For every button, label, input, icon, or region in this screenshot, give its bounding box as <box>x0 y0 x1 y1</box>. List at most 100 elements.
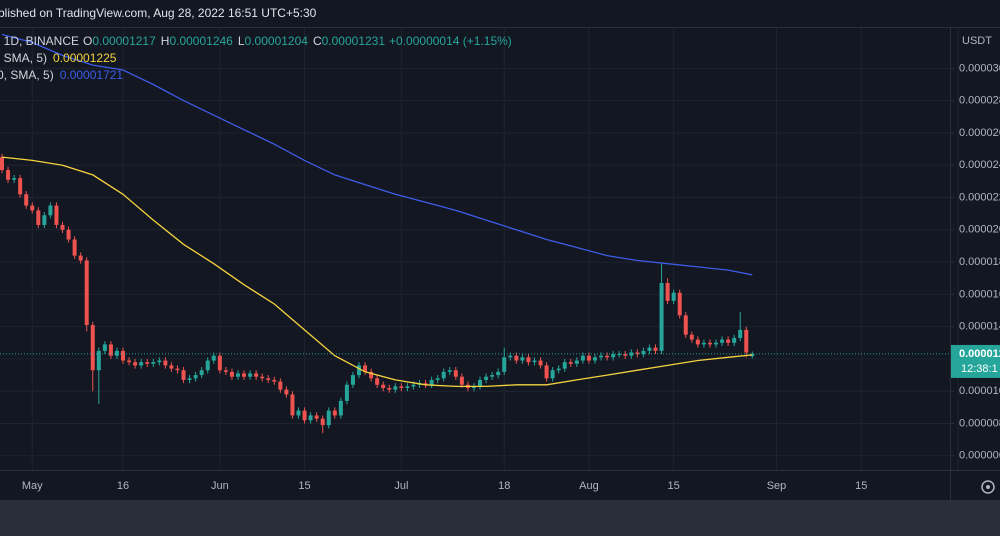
candle-body <box>671 292 676 301</box>
y-tick-label: 0.00000600 <box>959 450 1000 462</box>
y-tick-label: 0.00002000 <box>959 224 1000 236</box>
candle-body <box>514 355 519 361</box>
candle-body <box>357 365 362 376</box>
candle-body <box>60 224 65 230</box>
candle-body <box>96 350 101 371</box>
candle-body <box>544 365 549 379</box>
candle-body <box>677 292 682 316</box>
y-tick-label: 0.00000800 <box>959 417 1000 429</box>
x-tick-label: 15 <box>668 480 680 492</box>
candle-body <box>145 362 150 364</box>
candle-body <box>707 342 712 345</box>
candle-body <box>308 415 313 421</box>
candle-body <box>0 157 4 171</box>
candle-body <box>453 370 458 377</box>
candle-body <box>266 378 271 380</box>
legend-ma: , SMA, 5) 0.00001225 <box>0 51 117 65</box>
y-tick-label: 0.00001600 <box>959 288 1000 300</box>
legend-key: O <box>83 34 92 48</box>
candle-body <box>447 370 452 372</box>
candle-body <box>647 347 652 351</box>
y-tick-label: 0.00002600 <box>959 127 1000 139</box>
candle-body <box>102 344 107 351</box>
x-tick-label: Jun <box>211 480 229 492</box>
y-tick-label: 0.00002800 <box>959 95 1000 107</box>
candle-body <box>520 357 525 361</box>
x-tick-label: 18 <box>498 480 510 492</box>
candle-body <box>459 376 464 385</box>
x-tick-label: 15 <box>855 480 867 492</box>
candle-body <box>127 360 132 363</box>
candle-body <box>344 384 349 401</box>
candle-body <box>744 329 749 353</box>
candle-body <box>114 350 119 356</box>
candle-body <box>121 350 126 361</box>
x-tick-label: 16 <box>117 480 129 492</box>
y-tick-label: 0.00001000 <box>959 385 1000 397</box>
candle-body <box>393 386 398 390</box>
candle-body <box>471 386 476 388</box>
bottom-bar <box>0 500 1000 536</box>
candle-body <box>726 339 731 343</box>
candle-body <box>199 370 204 376</box>
x-tick-label: 15 <box>298 480 310 492</box>
candle-body <box>502 357 507 372</box>
candle-body <box>175 368 180 371</box>
x-tick-label: Oct <box>949 480 966 492</box>
candle-body <box>84 260 89 326</box>
candle-body <box>193 375 198 379</box>
published-note: blished on TradingView.com, Aug 28, 2022… <box>0 6 317 20</box>
candle-body <box>181 370 186 380</box>
candle-body <box>659 283 664 351</box>
settings-icon[interactable] <box>981 480 995 494</box>
legend-key: L <box>238 34 245 48</box>
candle-body <box>242 373 247 377</box>
legend-ma: 0, SMA, 5) 0.00001721 <box>0 68 123 82</box>
candle-body <box>363 365 368 372</box>
candle-body <box>689 334 694 340</box>
candle-body <box>435 378 440 380</box>
candle-body <box>665 283 670 301</box>
legend-value: 0.00001231 <box>322 34 386 48</box>
candle-body <box>78 255 83 261</box>
legend-change: +0.00000014 (+1.15%) <box>389 34 512 48</box>
candle-body <box>211 355 216 361</box>
candle-body <box>683 315 688 335</box>
y-tick-label: 0.00003000 <box>959 62 1000 74</box>
candle-body <box>399 386 404 388</box>
candle-body <box>326 410 331 426</box>
candle-body <box>157 360 162 363</box>
candle-body <box>169 365 174 369</box>
moving-average-line <box>1 33 753 276</box>
candle-body <box>30 205 35 211</box>
candle-body <box>108 344 113 356</box>
candle-body <box>568 362 573 364</box>
candle-body <box>641 350 646 355</box>
legend-ma-name: 0, SMA, 5) <box>0 68 54 82</box>
candle-body <box>526 357 531 363</box>
candle-body <box>151 362 156 364</box>
candle-body <box>623 354 628 356</box>
candle-body <box>562 362 567 369</box>
x-tick-label: Jul <box>394 480 408 492</box>
candle-body <box>635 352 640 355</box>
candle-body <box>496 371 501 376</box>
candle-body <box>278 381 283 390</box>
candle-body <box>732 337 737 343</box>
legend-value: 0.00001246 <box>169 34 233 48</box>
y-tick-label: 0.00001800 <box>959 256 1000 268</box>
candle-body <box>423 383 428 385</box>
y-tick-label: 0.00001400 <box>959 321 1000 333</box>
candle-body <box>90 325 95 371</box>
candle-body <box>701 342 706 345</box>
candle-body <box>381 384 386 388</box>
candle-body <box>714 342 719 345</box>
legend-ma-name: , SMA, 5) <box>0 51 47 65</box>
candle-body <box>592 357 597 361</box>
candle-body <box>599 355 604 358</box>
candle-body <box>18 178 23 195</box>
candle-body <box>42 215 47 225</box>
candle-body <box>441 371 446 379</box>
candle-body <box>163 360 168 366</box>
